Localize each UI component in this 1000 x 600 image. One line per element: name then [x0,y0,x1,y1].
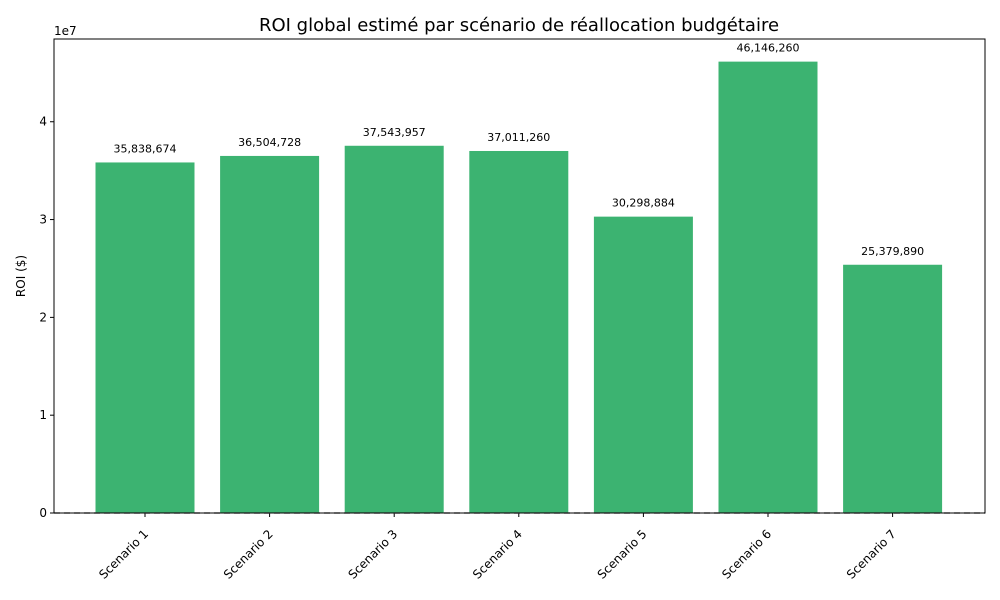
bar [843,264,943,513]
x-tick-label: Scenario 7 [844,527,899,582]
data-label: 37,011,260 [487,131,550,144]
data-label: 36,504,728 [238,136,301,149]
bar [718,61,818,514]
plot-frame [53,38,986,514]
data-label: 30,298,884 [612,197,675,210]
data-label: 46,146,260 [737,42,800,55]
y-tick-label: 2 [39,310,47,324]
x-tick-label: Scenario 3 [345,527,400,582]
x-tick-label: Scenario 4 [470,527,525,582]
x-tick-label: Scenario 5 [595,527,650,582]
bar [344,145,444,513]
data-label: 37,543,957 [363,126,426,139]
y-tick-label: 4 [39,115,47,129]
chart-title: ROI global estimé par scénario de réallo… [259,15,779,36]
bars-layer [95,61,943,514]
y-tick-label: 1 [39,408,47,422]
data-label: 35,838,674 [114,142,177,155]
y-axis-offset-label: 1e7 [54,24,77,38]
bar [95,162,195,513]
x-tick-label: Scenario 6 [719,527,774,582]
y-tick-label: 3 [39,213,47,227]
bar [220,155,320,513]
x-tick-label: Scenario 2 [221,527,276,582]
data-labels-layer: 35,838,674 36,504,728 37,543,957 37,011,260… [114,42,925,258]
y-axis-label: ROI ($) [14,255,28,297]
bar [593,216,693,513]
x-tick-label: Scenario 1 [96,527,151,582]
bar [469,150,569,513]
data-label: 25,379,890 [861,245,924,258]
y-tick-label: 0 [39,506,47,520]
